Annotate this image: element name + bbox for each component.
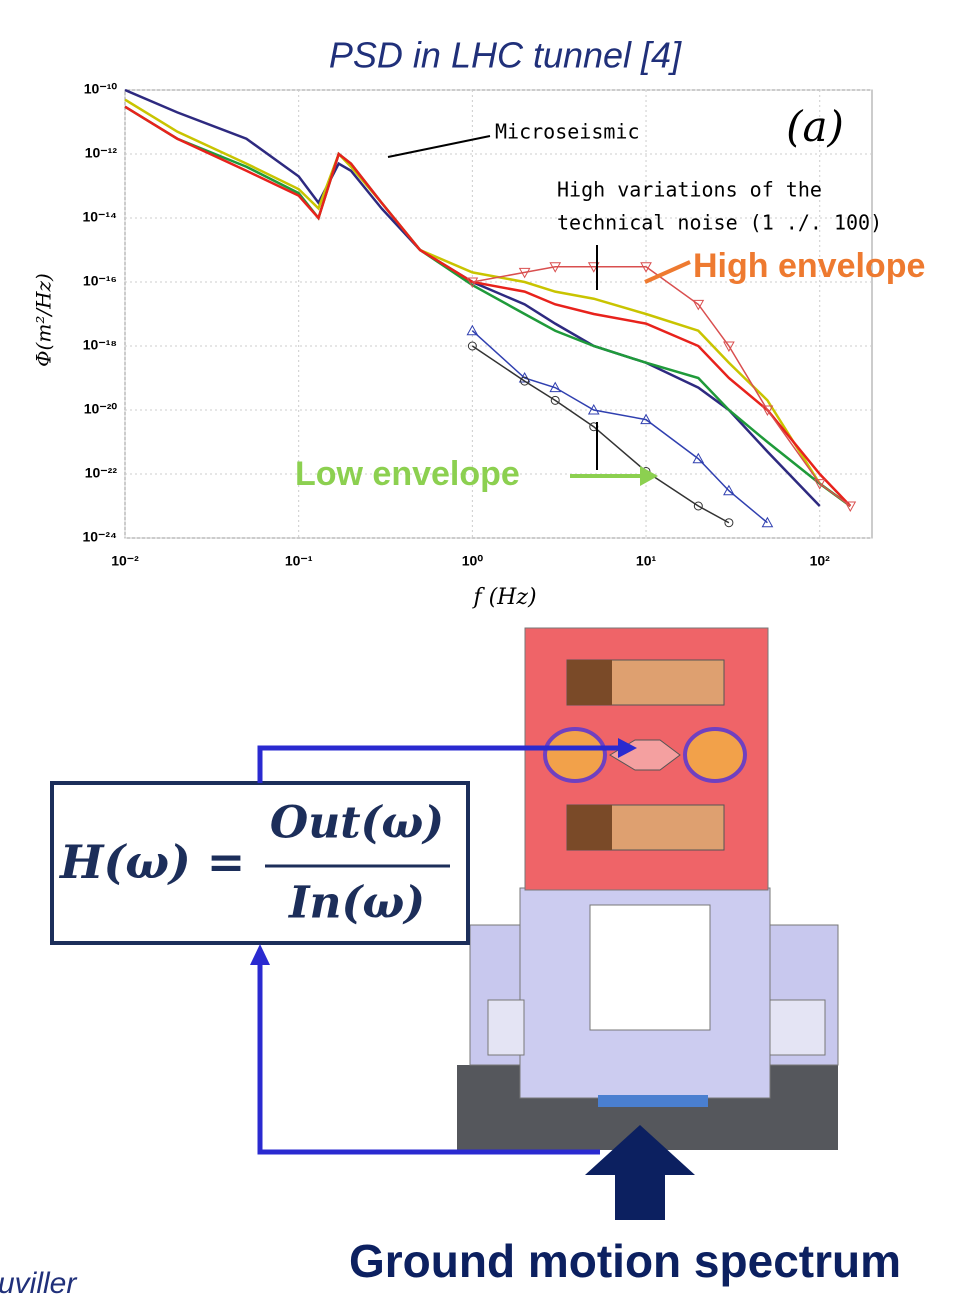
formula-numerator: Out(ω) (270, 798, 444, 849)
machine (457, 628, 838, 1150)
series-line (125, 107, 850, 506)
slide: PSD in LHC tunnel [4] H(ω) = Out(ω) In(ω… (0, 0, 962, 1297)
footer-text: uviller (0, 1267, 77, 1297)
low-envelope-label: Low envelope (295, 455, 520, 493)
panel-label: (a) (786, 102, 844, 151)
series-line (472, 267, 850, 506)
formula-denominator: In(ω) (287, 878, 425, 929)
high-envelope-label: High envelope (693, 247, 925, 285)
y-tick-label: 10⁻²⁴ (82, 529, 117, 545)
x-tick-label: 10² (810, 553, 831, 569)
series-line (472, 331, 767, 523)
bracket (770, 1000, 825, 1055)
y-tick-label: 10⁻²² (85, 465, 118, 481)
x-tick-label: 10⁻¹ (285, 553, 313, 569)
pole (545, 729, 605, 781)
series-line (472, 346, 729, 523)
y-axis-label: Φ(m²/Hz) (32, 273, 56, 367)
x-tick-label: 10¹ (636, 553, 657, 569)
annotation: Microseismic (495, 120, 640, 144)
series-line (125, 107, 850, 506)
annotation: High variations of the (557, 178, 822, 202)
x-axis-label: f (Hz) (471, 585, 536, 610)
annotation: technical noise (1 ./. 100) (557, 211, 882, 235)
y-tick-label: 10⁻¹⁴ (82, 209, 117, 225)
page: PSD in LHC tunnel [4] H(ω) = Out(ω) In(ω… (0, 0, 962, 1297)
series-line (125, 90, 820, 506)
x-tick-label: 10⁰ (462, 553, 484, 569)
annotation-arrow (645, 262, 690, 282)
y-tick-label: 10⁻¹⁸ (83, 337, 117, 353)
coil-end (567, 660, 612, 705)
formula-lhs: H(ω) = (58, 835, 245, 889)
y-tick-label: 10⁻²⁰ (84, 401, 118, 417)
y-tick-label: 10⁻¹² (85, 145, 118, 161)
x-tick-label: 10⁻² (111, 553, 139, 569)
coil-end (567, 805, 612, 850)
y-tick-label: 10⁻¹⁶ (83, 273, 117, 289)
support-window (590, 905, 710, 1030)
bracket (488, 1000, 524, 1055)
caption: Ground motion spectrum (349, 1235, 901, 1287)
arrow-head (250, 944, 270, 965)
chart-title: PSD in LHC tunnel [4] (329, 35, 682, 76)
pole (685, 729, 745, 781)
annotation-arrow (388, 136, 490, 157)
y-tick-label: 10⁻¹⁰ (84, 81, 118, 97)
sensor (598, 1095, 708, 1107)
